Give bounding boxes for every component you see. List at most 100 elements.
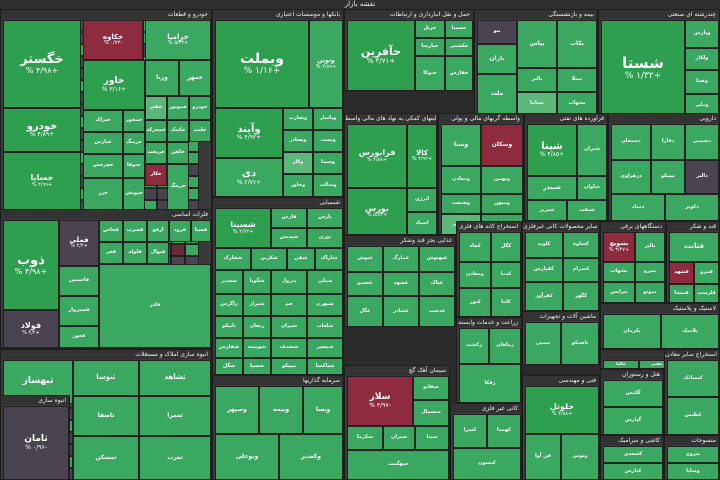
stock-tile[interactable]: شتران <box>577 124 607 176</box>
stock-tile[interactable]: ثنوسا <box>73 360 139 396</box>
stock-tile[interactable]: خاور% ۳/۱۶+ <box>83 60 145 110</box>
stock-tile[interactable]: کیمیاتک <box>667 360 719 397</box>
stock-tile[interactable]: وسالت <box>313 174 343 196</box>
stock-tile[interactable]: خریخت <box>145 142 167 164</box>
stock-tile[interactable]: بشهاب <box>557 92 597 114</box>
stock-tile[interactable]: قنیشا <box>669 284 694 302</box>
stock-tile[interactable]: خچرخش <box>83 154 123 178</box>
stock-tile[interactable]: قمرو <box>694 262 719 284</box>
stock-tile[interactable]: ولکار <box>685 48 719 70</box>
stock-tile[interactable]: پلاسک <box>661 314 719 348</box>
stock-tile[interactable]: تاپیکو <box>215 316 243 338</box>
stock-tile[interactable]: وپاسار <box>313 108 343 130</box>
small-stock-tile[interactable] <box>185 244 199 256</box>
stock-tile[interactable]: ارفع <box>147 220 169 242</box>
stock-tile[interactable]: کساوه <box>563 232 599 258</box>
stock-tile[interactable]: نوری <box>307 228 343 248</box>
stock-tile[interactable]: خاهن <box>167 142 189 164</box>
stock-tile[interactable]: شسپا <box>243 358 271 374</box>
stock-tile[interactable]: ونوین% ۴/۸۹+ <box>309 20 343 108</box>
stock-tile[interactable]: کفرآور <box>525 282 563 310</box>
stock-tile[interactable]: گپارس <box>603 407 663 434</box>
stock-tile[interactable]: غشهد <box>383 272 419 296</box>
small-stock-tile[interactable] <box>143 188 157 200</box>
stock-tile[interactable]: وپست <box>313 130 343 152</box>
stock-tile[interactable]: تیپیکو <box>271 358 307 374</box>
stock-tile[interactable]: دالبر <box>685 160 719 194</box>
stock-tile[interactable]: شوینده <box>243 338 271 358</box>
stock-tile[interactable]: وصنعت <box>441 194 481 214</box>
stock-tile[interactable]: زکشت <box>459 328 489 364</box>
stock-tile[interactable]: خکمک <box>167 120 189 142</box>
stock-tile[interactable]: شپلی <box>307 270 343 294</box>
stock-tile[interactable]: غمارگ <box>383 246 419 272</box>
stock-tile[interactable]: خمهر <box>179 60 211 96</box>
stock-tile[interactable]: بکاب <box>557 20 597 68</box>
stock-tile[interactable]: دفارا <box>651 124 685 160</box>
stock-tile[interactable]: سشمال <box>413 400 449 426</box>
stock-tile[interactable]: سلار% ۳/۹۷- <box>347 376 413 426</box>
stock-tile[interactable]: خکار <box>145 164 167 186</box>
stock-tile[interactable]: غبهنوش <box>419 246 455 272</box>
stock-tile[interactable]: بموتو <box>635 282 665 302</box>
stock-tile[interactable]: سهگمت <box>347 450 449 479</box>
stock-tile[interactable]: وخاور <box>283 174 313 196</box>
stock-tile[interactable]: تیپیکو <box>651 160 685 194</box>
stock-tile[interactable]: حسینا <box>445 20 473 38</box>
stock-tile[interactable]: خلنت <box>189 120 211 142</box>
stock-tile[interactable]: دسبحان <box>611 124 651 160</box>
stock-tile[interactable]: بشهاب <box>603 262 635 282</box>
stock-tile[interactable]: زاگرس <box>215 294 243 316</box>
stock-tile[interactable]: شاوان <box>577 176 607 200</box>
stock-tile[interactable]: وملی <box>685 94 719 116</box>
stock-tile[interactable]: کسرام <box>563 258 599 282</box>
stock-tile[interactable]: بنو <box>477 20 517 44</box>
stock-tile[interactable]: فرود <box>169 220 191 242</box>
stock-tile[interactable]: فسپا <box>191 220 211 242</box>
stock-tile[interactable]: ومیهن <box>481 194 523 214</box>
stock-tile[interactable]: چکاپا <box>603 360 639 368</box>
stock-tile[interactable]: خگستر% ۴/۹۸+ <box>3 20 81 108</box>
stock-tile[interactable]: حتوکا <box>415 56 445 90</box>
stock-tile[interactable]: وبملت% ۱/۱۶+ <box>215 20 309 108</box>
stock-tile[interactable]: شاراک <box>315 248 343 270</box>
stock-tile[interactable]: بمیلا <box>557 68 597 92</box>
stock-tile[interactable]: خزامیا% ۵/۳۳+ <box>145 20 211 60</box>
stock-tile[interactable]: باران <box>477 44 517 74</box>
stock-tile[interactable]: دتماد <box>611 194 665 220</box>
stock-tile[interactable]: ثمسکن <box>73 436 139 479</box>
stock-tile[interactable]: وبصادر <box>283 130 313 152</box>
stock-tile[interactable]: بورس% ۵/۸۳+ <box>347 188 407 234</box>
stock-tile[interactable]: خپویش <box>123 178 145 210</box>
stock-tile[interactable]: خمحور <box>123 110 145 132</box>
stock-tile[interactable]: ثاصفا <box>73 396 139 436</box>
stock-tile[interactable]: فجر <box>99 242 123 264</box>
stock-tile[interactable]: خلوتل% ۴/۸۸+ <box>525 386 599 434</box>
stock-tile[interactable]: تاصیکو <box>561 322 599 364</box>
stock-tile[interactable]: کنور <box>459 288 491 316</box>
stock-tile[interactable]: غگل <box>347 296 383 326</box>
stock-tile[interactable]: غنوش <box>347 246 383 272</box>
stock-tile[interactable]: فاذر <box>99 264 211 348</box>
stock-tile[interactable]: غصینو <box>347 272 383 296</box>
stock-tile[interactable]: شبهرن <box>307 294 343 316</box>
stock-tile[interactable]: زماهان <box>489 328 521 364</box>
stock-tile[interactable]: حپارسا <box>415 38 445 56</box>
stock-tile[interactable]: کفپارس <box>525 258 563 282</box>
stock-tile[interactable]: وتجارت <box>283 108 313 130</box>
stock-tile[interactable]: سفانو <box>413 376 449 400</box>
stock-tile[interactable]: وصنا <box>685 70 719 94</box>
stock-tile[interactable]: فخاس <box>99 220 123 242</box>
stock-tile[interactable]: قثابت <box>669 232 719 262</box>
stock-tile[interactable]: بنیرو <box>635 262 665 282</box>
stock-tile[interactable]: فرابورس% ۴/۸۸+ <box>347 124 407 188</box>
stock-tile[interactable]: وبوعلی <box>215 434 279 479</box>
stock-tile[interactable]: بسویچ% ۳/۴۷+ <box>603 232 635 262</box>
stock-tile[interactable]: انرژی <box>407 188 437 212</box>
stock-tile[interactable]: شنفت <box>567 200 607 220</box>
stock-tile[interactable]: شیران <box>271 316 307 338</box>
stock-tile[interactable]: کگل <box>491 232 521 262</box>
stock-tile[interactable]: وسینا <box>313 152 343 174</box>
stock-tile[interactable]: کپارس <box>603 463 663 479</box>
stock-tile[interactable]: وساپا <box>667 463 719 479</box>
